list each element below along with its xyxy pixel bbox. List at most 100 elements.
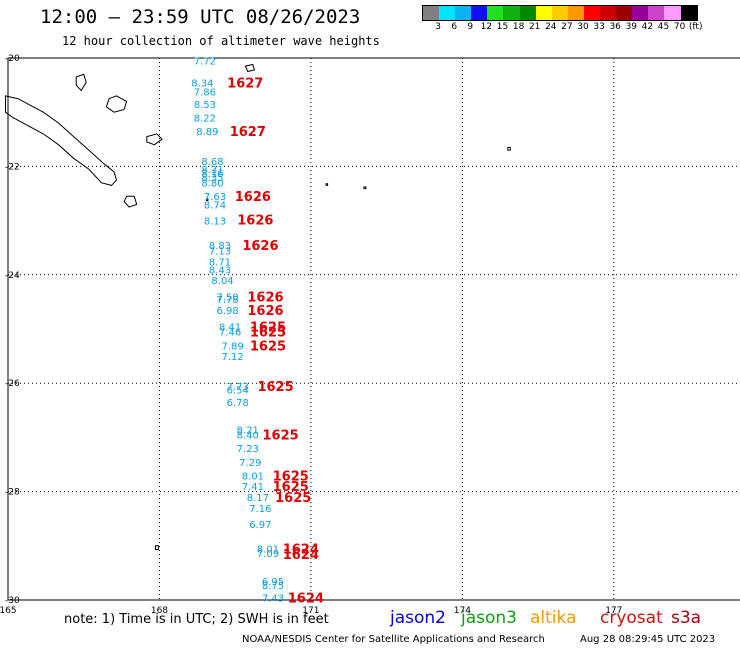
coastline-aneityum	[244, 63, 256, 73]
coastline-lifou	[105, 95, 128, 113]
swh-reading: 8.75	[262, 581, 284, 592]
page-subtitle: 12 hour collection of altimeter wave hei…	[62, 34, 380, 48]
pass-time-label: 1626	[242, 239, 278, 254]
legend-swatch	[551, 6, 568, 20]
satellite-label-jason2: jason2	[390, 608, 446, 628]
swh-reading: 7.23	[237, 444, 259, 455]
pass-time-label: 1625	[273, 469, 309, 484]
legend-swatch	[519, 6, 536, 20]
legend-label: 6	[451, 22, 458, 32]
coastline-norfolk	[154, 545, 159, 551]
coastline-ouvea	[75, 73, 87, 92]
pass-time-label: 1624	[283, 548, 319, 563]
swh-reading: 8.53	[194, 100, 216, 111]
swh-reading: 8.31	[201, 165, 223, 176]
legend-label: 18	[512, 22, 525, 32]
legend-swatch	[648, 6, 665, 20]
swh-reading: 8.83	[209, 241, 231, 252]
satellite-label-altika: altika	[530, 608, 577, 628]
swh-reading: 7.78	[216, 295, 238, 306]
swh-reading: 8.34	[191, 78, 213, 89]
swh-reading: 6.78	[227, 398, 249, 409]
pass-time-label: 1624	[283, 543, 319, 558]
pass-time-label: 1626	[247, 304, 283, 319]
satellite-label-jason3: jason3	[461, 608, 517, 628]
legend-label: 3	[435, 22, 441, 32]
legend-label: 42	[641, 22, 654, 32]
pass-time-label: 1625	[257, 380, 293, 395]
swh-reading: 8.41	[219, 322, 241, 333]
swh-reading: 7.43	[262, 593, 284, 604]
swh-reading: 8.43	[209, 265, 231, 276]
legend-label: (ft)	[688, 22, 703, 32]
legend-swatch	[487, 6, 504, 20]
latitude-tick-label: -22	[5, 162, 20, 172]
latitude-tick-label: -24	[5, 271, 20, 281]
pass-time-label: 1626	[235, 190, 271, 205]
legend-label: 27	[561, 22, 573, 32]
latitude-tick-label: -20	[5, 54, 20, 64]
swh-reading: 8.74	[204, 200, 226, 211]
swh-reading: 8.04	[211, 276, 233, 287]
swh-reading: 8.68	[201, 157, 223, 168]
generation-timestamp: Aug 28 08:29:45 UTC 2023	[580, 634, 716, 645]
legend-swatch	[423, 6, 440, 20]
swh-reading: 8.01	[257, 545, 279, 556]
pass-time-label: 1626	[247, 290, 283, 305]
longitude-tick-label: 165	[0, 606, 17, 616]
latitude-tick-label: -30	[5, 596, 20, 606]
legend-swatch	[680, 6, 697, 20]
legend-swatch	[503, 6, 520, 20]
swh-reading: 6.97	[249, 520, 271, 531]
swh-reading: 8.21	[237, 425, 259, 436]
swh-reading: 7.73	[227, 382, 249, 393]
legend-label: 39	[625, 22, 638, 32]
swh-reading: 8.40	[237, 431, 259, 442]
legend-swatch	[455, 6, 472, 20]
pass-time-label: 1624	[288, 591, 324, 606]
legend-label: 21	[528, 22, 541, 32]
legend-label: 9	[467, 22, 474, 32]
swh-reading: 7.63	[204, 192, 226, 203]
swh-reading: 8.71	[209, 257, 231, 268]
coastline-east-cape	[507, 146, 511, 151]
satellite-label-s3a: s3a	[671, 608, 702, 628]
pass-time-label: 1625	[275, 491, 311, 506]
pass-time-label: 1625	[250, 339, 286, 354]
swh-reading: 8.01	[242, 471, 264, 482]
longitude-tick-label: 174	[454, 606, 471, 616]
legend-swatch	[616, 6, 633, 20]
swh-reading: 7.41	[242, 482, 264, 493]
swh-reading: 8.80	[201, 179, 223, 190]
swh-reading: 8.35	[201, 173, 223, 184]
swh-reading: 8.17	[247, 493, 269, 504]
pass-time-label: 1625	[250, 320, 286, 335]
latitude-tick-label: -26	[5, 379, 20, 389]
coastline-hunter	[363, 186, 367, 190]
legend-swatch	[632, 6, 649, 20]
legend-swatch	[535, 6, 552, 20]
legend-swatch	[600, 6, 617, 20]
swh-color-legend-labels: 3 6 9 12 15 18 21 24 27 30 33 36 39 42 45 70 (ft)	[422, 22, 740, 34]
swh-reading: 8.13	[204, 217, 226, 228]
legend-label: 24	[545, 22, 557, 32]
legend-swatch	[583, 6, 601, 20]
coastline-matthew	[325, 183, 329, 186]
pass-time-label: 1625	[263, 429, 299, 444]
swh-reading: 7.50	[216, 292, 238, 303]
swh-reading: 6.54	[227, 386, 249, 397]
legend-swatch	[664, 6, 681, 20]
swh-reading: 7.16	[249, 504, 271, 515]
swh-reading: 7.46	[219, 328, 241, 339]
longitude-tick-label: 168	[151, 606, 168, 616]
coastline-grande-terre	[5, 95, 118, 186]
pass-time-label: 1625	[273, 480, 309, 495]
legend-swatch	[567, 6, 584, 20]
coastline-mare	[146, 133, 163, 146]
swh-reading: 8.89	[196, 127, 218, 138]
swh-reading: 7.29	[239, 458, 261, 469]
satellite-label-cryosat: cryosat	[600, 608, 663, 628]
pass-time-label: 1627	[227, 76, 263, 91]
swh-reading: 8.16	[201, 169, 223, 180]
